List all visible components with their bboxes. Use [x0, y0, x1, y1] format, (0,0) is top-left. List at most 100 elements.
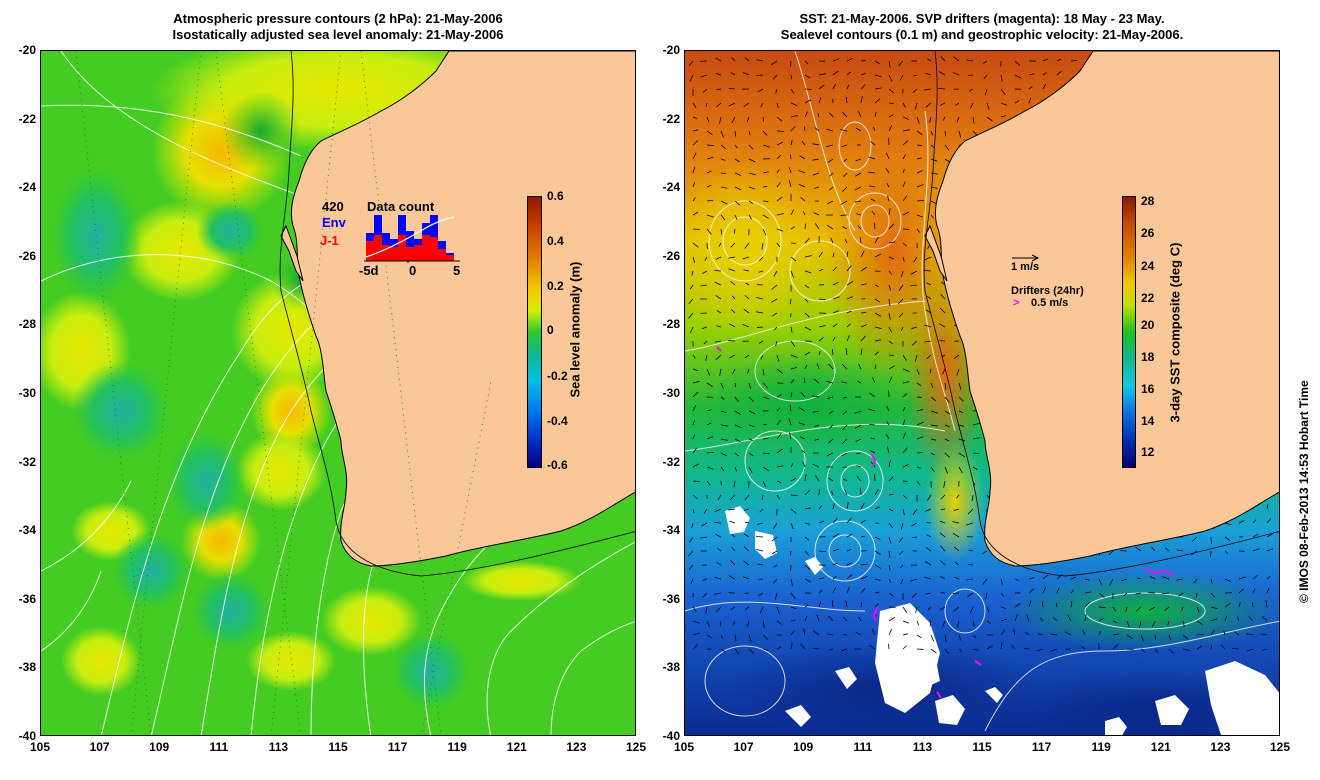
velocity-arrow [868, 185, 876, 188]
velocity-arrow [720, 172, 727, 175]
velocity-arrow [744, 295, 750, 300]
velocity-arrow [719, 620, 722, 627]
velocity-arrow [772, 550, 778, 555]
velocity-arrow [790, 642, 793, 650]
velocity-arrow [1024, 648, 1030, 650]
velocity-arrow [692, 242, 699, 248]
velocity-arrow [731, 546, 736, 552]
velocity-arrow [846, 574, 853, 580]
velocity-arrow [706, 144, 714, 146]
velocity-arrow [730, 280, 736, 286]
velocity-arrow [874, 312, 882, 317]
velocity-arrow [758, 270, 764, 273]
velocity-arrow [762, 171, 769, 174]
velocity-arrow [701, 326, 708, 330]
velocity-arrow [860, 311, 867, 314]
velocity-arrow [775, 340, 778, 347]
data-count-histogram [364, 215, 460, 263]
velocity-arrow [829, 172, 834, 177]
velocity-arrow [689, 284, 694, 290]
velocity-arrow [756, 59, 764, 62]
velocity-arrow [788, 180, 792, 188]
velocity-arrow [818, 97, 822, 104]
velocity-arrow [818, 589, 823, 594]
left-map-title: Atmospheric pressure contours (2 hPa): 2… [40, 11, 636, 43]
velocity-arrow [790, 115, 798, 118]
velocity-arrow [902, 354, 907, 361]
velocity-arrow [1140, 634, 1144, 642]
velocity-arrow [790, 606, 797, 610]
velocity-arrow [804, 74, 811, 79]
velocity-arrow [898, 312, 904, 318]
velocity-arrow [790, 74, 793, 80]
velocity-arrow [1056, 587, 1060, 594]
velocity-arrow [720, 144, 726, 150]
velocity-arrow [972, 648, 979, 651]
velocity-arrow [1011, 644, 1016, 650]
lat-tick--20: -20 [18, 43, 36, 57]
left-title-line2: Isostatically adjusted sea level anomaly… [172, 27, 504, 42]
lat-tick--30: -30 [18, 386, 36, 400]
velocity-arrow [1064, 631, 1072, 636]
velocity-arrow [924, 576, 932, 580]
velocity-arrow [814, 127, 820, 132]
lon-tick-105: 105 [673, 740, 695, 754]
velocity-arrow [728, 87, 736, 90]
velocity-arrow [692, 354, 696, 359]
velocity-arrow [734, 200, 741, 206]
velocity-arrow [818, 73, 826, 76]
velocity-arrow [854, 186, 862, 191]
velocity-arrow [700, 536, 708, 539]
velocity-arrow [874, 489, 879, 496]
velocity-arrow [1028, 600, 1032, 608]
velocity-arrow [902, 168, 905, 174]
velocity-arrow [874, 506, 881, 510]
velocity-arrow [803, 126, 806, 132]
velocity-arrow [898, 60, 904, 67]
velocity-arrow [762, 116, 765, 122]
velocity-arrow [846, 562, 852, 566]
velocity-arrow [818, 601, 822, 608]
velocity-arrow [818, 505, 822, 510]
velocity-arrow [885, 167, 890, 174]
velocity-arrow [776, 620, 783, 625]
velocity-arrow [706, 409, 712, 412]
velocity-arrow [888, 616, 896, 622]
velocity-arrow [762, 214, 769, 219]
velocity-arrow [911, 592, 918, 599]
velocity-arrow [1067, 614, 1072, 622]
velocity-arrow [756, 74, 764, 76]
velocity-arrow [733, 228, 736, 234]
velocity-arrow [888, 114, 894, 118]
velocity-arrow [972, 423, 980, 426]
velocity-arrow [832, 349, 834, 356]
velocity-arrow [930, 424, 938, 427]
velocity-arrow [776, 494, 781, 500]
velocity-arrow [842, 410, 848, 415]
velocity-arrow [817, 112, 820, 118]
velocity-arrow [956, 116, 960, 123]
velocity-arrow [1036, 648, 1044, 652]
velocity-arrow [856, 476, 862, 482]
velocity-arrow [1056, 58, 1062, 62]
velocity-arrow [888, 256, 894, 260]
velocity-arrow [944, 648, 950, 654]
velocity-arrow [1041, 601, 1044, 608]
velocity-arrow [1013, 628, 1016, 636]
velocity-arrow [871, 628, 876, 636]
velocity-arrow [967, 563, 974, 566]
drifters-legend-label: Drifters (24hr) [1011, 285, 1084, 297]
velocity-arrow [1232, 647, 1240, 650]
velocity-arrow [812, 143, 820, 146]
velocity-arrow [1251, 601, 1254, 608]
velocity-arrow [1126, 620, 1130, 628]
velocity-arrow [1224, 615, 1228, 622]
velocity-arrow [1024, 631, 1030, 636]
velocity-arrow [714, 340, 722, 343]
velocity-arrow [790, 102, 798, 106]
velocity-arrow [706, 228, 712, 235]
velocity-arrow [859, 236, 862, 244]
velocity-arrow [776, 419, 781, 426]
velocity-arrow [984, 88, 988, 96]
velocity-arrow [1167, 620, 1170, 626]
